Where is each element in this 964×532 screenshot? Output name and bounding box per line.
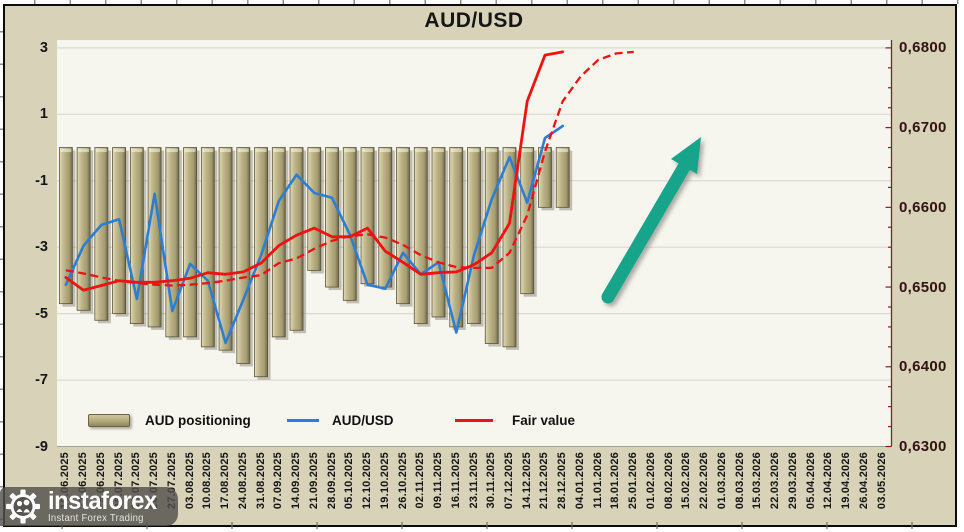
x-axis-label: 07.09.2025 xyxy=(272,452,285,510)
x-axis-label: 12.04.2026 xyxy=(822,452,835,510)
left-axis-label: -9 xyxy=(35,438,48,455)
left-axis-label: 3 xyxy=(39,39,48,56)
x-axis-label: 19.10.2025 xyxy=(378,452,391,510)
right-axis-label: 0,6700 xyxy=(899,119,947,137)
left-axis-label: -1 xyxy=(35,172,48,189)
x-axis-label: 05.10.2025 xyxy=(343,452,356,510)
x-axis-label: 28.12.2025 xyxy=(556,452,569,510)
x-axis-label: 21.09.2025 xyxy=(307,452,320,510)
x-axis-label: 28.09.2025 xyxy=(325,452,338,510)
legend-label: AUD positioning xyxy=(145,412,251,428)
x-axis-label: 14.09.2025 xyxy=(290,452,303,510)
right-axis-label: 0,6500 xyxy=(899,278,947,296)
ruler-ticks-left xyxy=(0,0,3,532)
x-axis-label: 30.11.2025 xyxy=(485,452,498,509)
chart-title: AUD/USD xyxy=(424,9,524,32)
instaforex-logo: instaforex Instant Forex Trading xyxy=(0,487,178,526)
legend-item-aud-positioning: AUD positioning xyxy=(88,408,251,432)
x-axis-label: 03.05.2026 xyxy=(875,452,888,510)
right-axis-label: 0,6800 xyxy=(899,39,947,57)
instaforex-gear-icon xyxy=(6,489,40,524)
x-axis-label: 15.02.2026 xyxy=(680,452,693,510)
right-axis-label: 0,6400 xyxy=(899,358,947,376)
x-axis-label: 11.01.2026 xyxy=(591,452,604,509)
logo-tagline: Instant Forex Trading xyxy=(48,512,144,524)
x-axis-label: 31.08.2025 xyxy=(254,452,267,510)
x-axis-label: 17.08.2025 xyxy=(219,452,232,510)
left-axis-label: -3 xyxy=(35,239,48,256)
x-axis-label: 03.08.2025 xyxy=(183,452,196,510)
x-axis-label: 16.11.2025 xyxy=(449,452,462,509)
legend-item-fair-value: Fair value xyxy=(455,408,575,432)
legend-label: Fair value xyxy=(512,412,576,428)
x-axis-label: 22.02.2026 xyxy=(698,452,711,510)
right-axis-label: 0,6600 xyxy=(899,198,947,216)
x-axis-label: 08.03.2026 xyxy=(733,452,746,510)
x-axis-label: 07.12.2025 xyxy=(502,452,515,510)
bar-swatch-icon xyxy=(88,413,130,427)
x-axis-label: 15.03.2026 xyxy=(751,452,764,510)
line-swatch-icon xyxy=(287,418,319,422)
x-axis-label: 21.12.2025 xyxy=(538,452,551,510)
legend-label: AUD/USD xyxy=(332,412,394,428)
x-axis-label: 01.03.2026 xyxy=(715,452,728,510)
x-axis-label: 12.10.2025 xyxy=(361,452,374,510)
x-axis-label: 26.10.2025 xyxy=(396,452,409,510)
ruler-ticks-top xyxy=(0,0,964,4)
x-axis-label: 25.01.2026 xyxy=(627,452,640,510)
plot-area xyxy=(57,40,891,447)
x-axis-label: 10.08.2025 xyxy=(201,452,214,510)
x-axis-label: 22.03.2026 xyxy=(769,452,782,510)
left-axis-label: 1 xyxy=(39,106,48,123)
x-axis-label: 14.12.2025 xyxy=(520,452,533,510)
x-axis-label: 02.11.2025 xyxy=(414,452,427,509)
right-axis-label: 0,6300 xyxy=(899,438,947,455)
left-axis-label: -7 xyxy=(35,372,48,389)
x-axis-label: 23.11.2025 xyxy=(467,452,480,509)
x-axis-label: 04.01.2026 xyxy=(573,452,586,510)
x-axis-label: 19.04.2026 xyxy=(840,452,853,510)
legend-item-audusd: AUD/USD xyxy=(287,408,394,432)
x-axis-label: 29.03.2026 xyxy=(786,452,799,510)
x-axis-label: 24.08.2025 xyxy=(236,452,249,510)
logo-brand: instaforex xyxy=(48,486,157,515)
line-swatch-icon xyxy=(455,418,493,422)
x-axis-label: 01.02.2026 xyxy=(644,452,657,510)
x-axis-label: 18.01.2026 xyxy=(609,452,622,510)
x-axis-label: 05.04.2026 xyxy=(804,452,817,510)
left-axis-label: -5 xyxy=(35,305,48,322)
x-axis-label: 26.04.2026 xyxy=(857,452,870,510)
x-axis-label: 09.11.2025 xyxy=(432,452,444,509)
x-axis-label: 08.02.2026 xyxy=(662,452,675,510)
